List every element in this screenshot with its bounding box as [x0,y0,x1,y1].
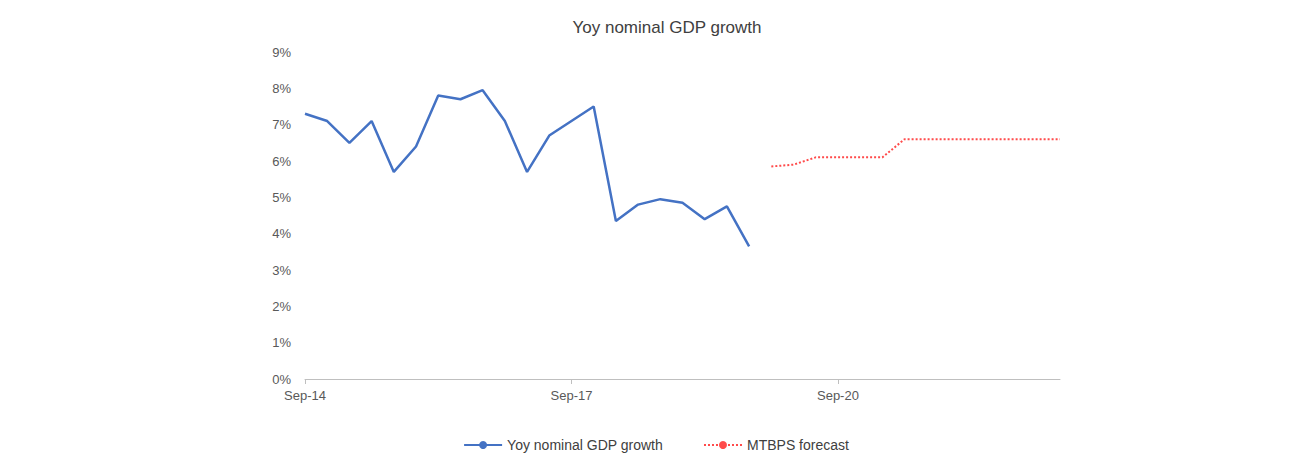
svg-text:3%: 3% [272,263,291,278]
svg-text:Yoy nominal GDP growth: Yoy nominal GDP growth [507,437,663,453]
svg-text:Sep-14: Sep-14 [284,388,326,403]
svg-text:1%: 1% [272,335,291,350]
svg-text:7%: 7% [272,117,291,132]
svg-text:6%: 6% [272,154,291,169]
svg-text:5%: 5% [272,190,291,205]
svg-text:Sep-20: Sep-20 [817,388,859,403]
svg-text:Sep-17: Sep-17 [551,388,593,403]
svg-text:8%: 8% [272,81,291,96]
svg-text:2%: 2% [272,299,291,314]
svg-text:9%: 9% [272,45,291,60]
svg-text:MTBPS forecast: MTBPS forecast [747,437,849,453]
svg-text:0%: 0% [272,372,291,387]
svg-text:4%: 4% [272,226,291,241]
svg-text:Yoy nominal GDP growth: Yoy nominal GDP growth [573,18,762,37]
